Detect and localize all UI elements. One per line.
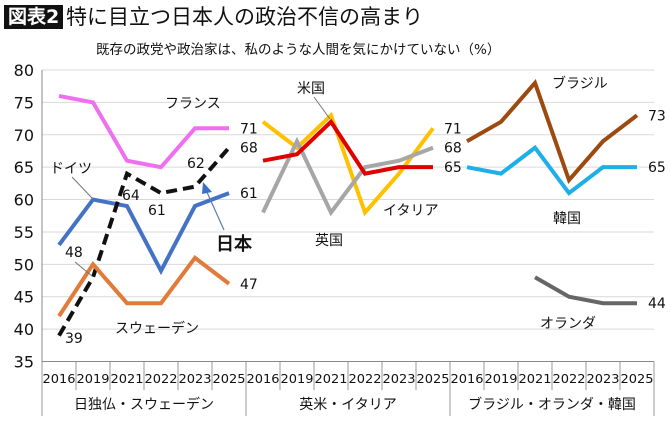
series-name-label: 米国 xyxy=(297,81,325,97)
y-tick-label: 45 xyxy=(14,288,34,307)
x-tick-label: 2016 xyxy=(43,371,76,386)
chart-subtitle: 既存の政党や政治家は、私のような人間を気にかけていない（%） xyxy=(96,42,501,58)
y-tick-label: 65 xyxy=(14,158,34,177)
x-tick-label: 2019 xyxy=(77,371,110,386)
series-name-label: イタリア xyxy=(383,203,438,219)
leader-line xyxy=(74,261,93,277)
x-tick-label: 2021 xyxy=(111,371,144,386)
x-tick-label: 2023 xyxy=(587,371,620,386)
end-value-label: 73 xyxy=(648,108,666,124)
series-name-label: 英国 xyxy=(315,232,343,249)
series-name-label: ブラジル xyxy=(552,75,608,92)
series-line-韓国 xyxy=(466,144,637,196)
leader-line xyxy=(313,96,331,120)
x-tick-label: 2021 xyxy=(315,371,348,386)
x-tick-label: 2022 xyxy=(553,371,586,386)
end-value-label: 47 xyxy=(240,277,258,293)
y-tick-label: 35 xyxy=(14,353,34,372)
y-tick-label: 80 xyxy=(14,61,34,80)
y-tick-label: 70 xyxy=(14,126,34,145)
series-name-label: フランス xyxy=(165,96,221,112)
data-point-label: 61 xyxy=(148,203,166,219)
x-tick-label: 2025 xyxy=(417,371,450,386)
series-line-スウェーデン xyxy=(57,255,231,318)
end-value-label: 71 xyxy=(444,121,462,137)
x-tick-label: 2021 xyxy=(519,371,552,386)
x-tick-label: 2023 xyxy=(383,371,416,386)
x-tick-label: 2022 xyxy=(145,371,178,386)
series-name-label: オランダ xyxy=(540,316,596,332)
y-tick-label: 50 xyxy=(14,255,34,274)
end-value-label: 65 xyxy=(648,160,666,176)
x-tick-label: 2016 xyxy=(247,371,280,386)
end-value-label: 71 xyxy=(240,121,258,137)
panel-label: 英米・イタリア xyxy=(299,396,396,413)
figure-badge: 図表2 xyxy=(4,5,64,29)
y-tick-label: 55 xyxy=(14,223,34,242)
x-tick-label: 2016 xyxy=(451,371,484,386)
y-tick-label: 75 xyxy=(14,93,34,112)
panel-label: ブラジル・オランダ・韓国 xyxy=(468,396,636,413)
series-name-label: スウェーデン xyxy=(115,320,199,337)
series-line-フランス xyxy=(58,93,229,170)
leader-line xyxy=(71,176,93,199)
series-line-オランダ xyxy=(534,275,637,306)
x-tick-label: 2019 xyxy=(281,371,314,386)
y-tick-label: 60 xyxy=(14,191,34,210)
series-line-英国 xyxy=(261,136,434,217)
end-value-label: 44 xyxy=(648,296,666,312)
series-line-米国 xyxy=(262,118,433,176)
arrow-head-icon xyxy=(202,182,212,194)
end-value-label: 61 xyxy=(240,186,258,202)
data-point-label: 39 xyxy=(65,331,83,347)
series-name-label: 日本 xyxy=(216,233,252,255)
series-line-ドイツ xyxy=(57,191,230,276)
data-point-label: 48 xyxy=(65,245,83,261)
end-value-label: 68 xyxy=(444,141,462,157)
x-tick-label: 2019 xyxy=(485,371,518,386)
arrow-line xyxy=(205,189,225,231)
data-point-label: 64 xyxy=(122,188,140,204)
x-tick-label: 2022 xyxy=(349,371,382,386)
series-name-label: ドイツ xyxy=(50,161,92,177)
series-line-イタリア xyxy=(261,111,435,217)
x-tick-label: 2023 xyxy=(179,371,212,386)
series-line-ブラジル xyxy=(466,79,639,185)
panel-label: 日独仏・スウェーデン xyxy=(74,396,214,413)
y-tick-label: 40 xyxy=(14,320,34,339)
chart-title: 特に目立つ日本人の政治不信の高まり xyxy=(66,5,423,29)
end-value-label: 65 xyxy=(444,160,462,176)
data-point-label: 62 xyxy=(187,156,205,172)
x-tick-label: 2025 xyxy=(213,371,246,386)
series-name-label: 韓国 xyxy=(553,211,581,227)
x-tick-label: 2025 xyxy=(621,371,654,386)
series-line-日本 xyxy=(57,146,231,337)
end-value-label: 68 xyxy=(240,141,258,157)
